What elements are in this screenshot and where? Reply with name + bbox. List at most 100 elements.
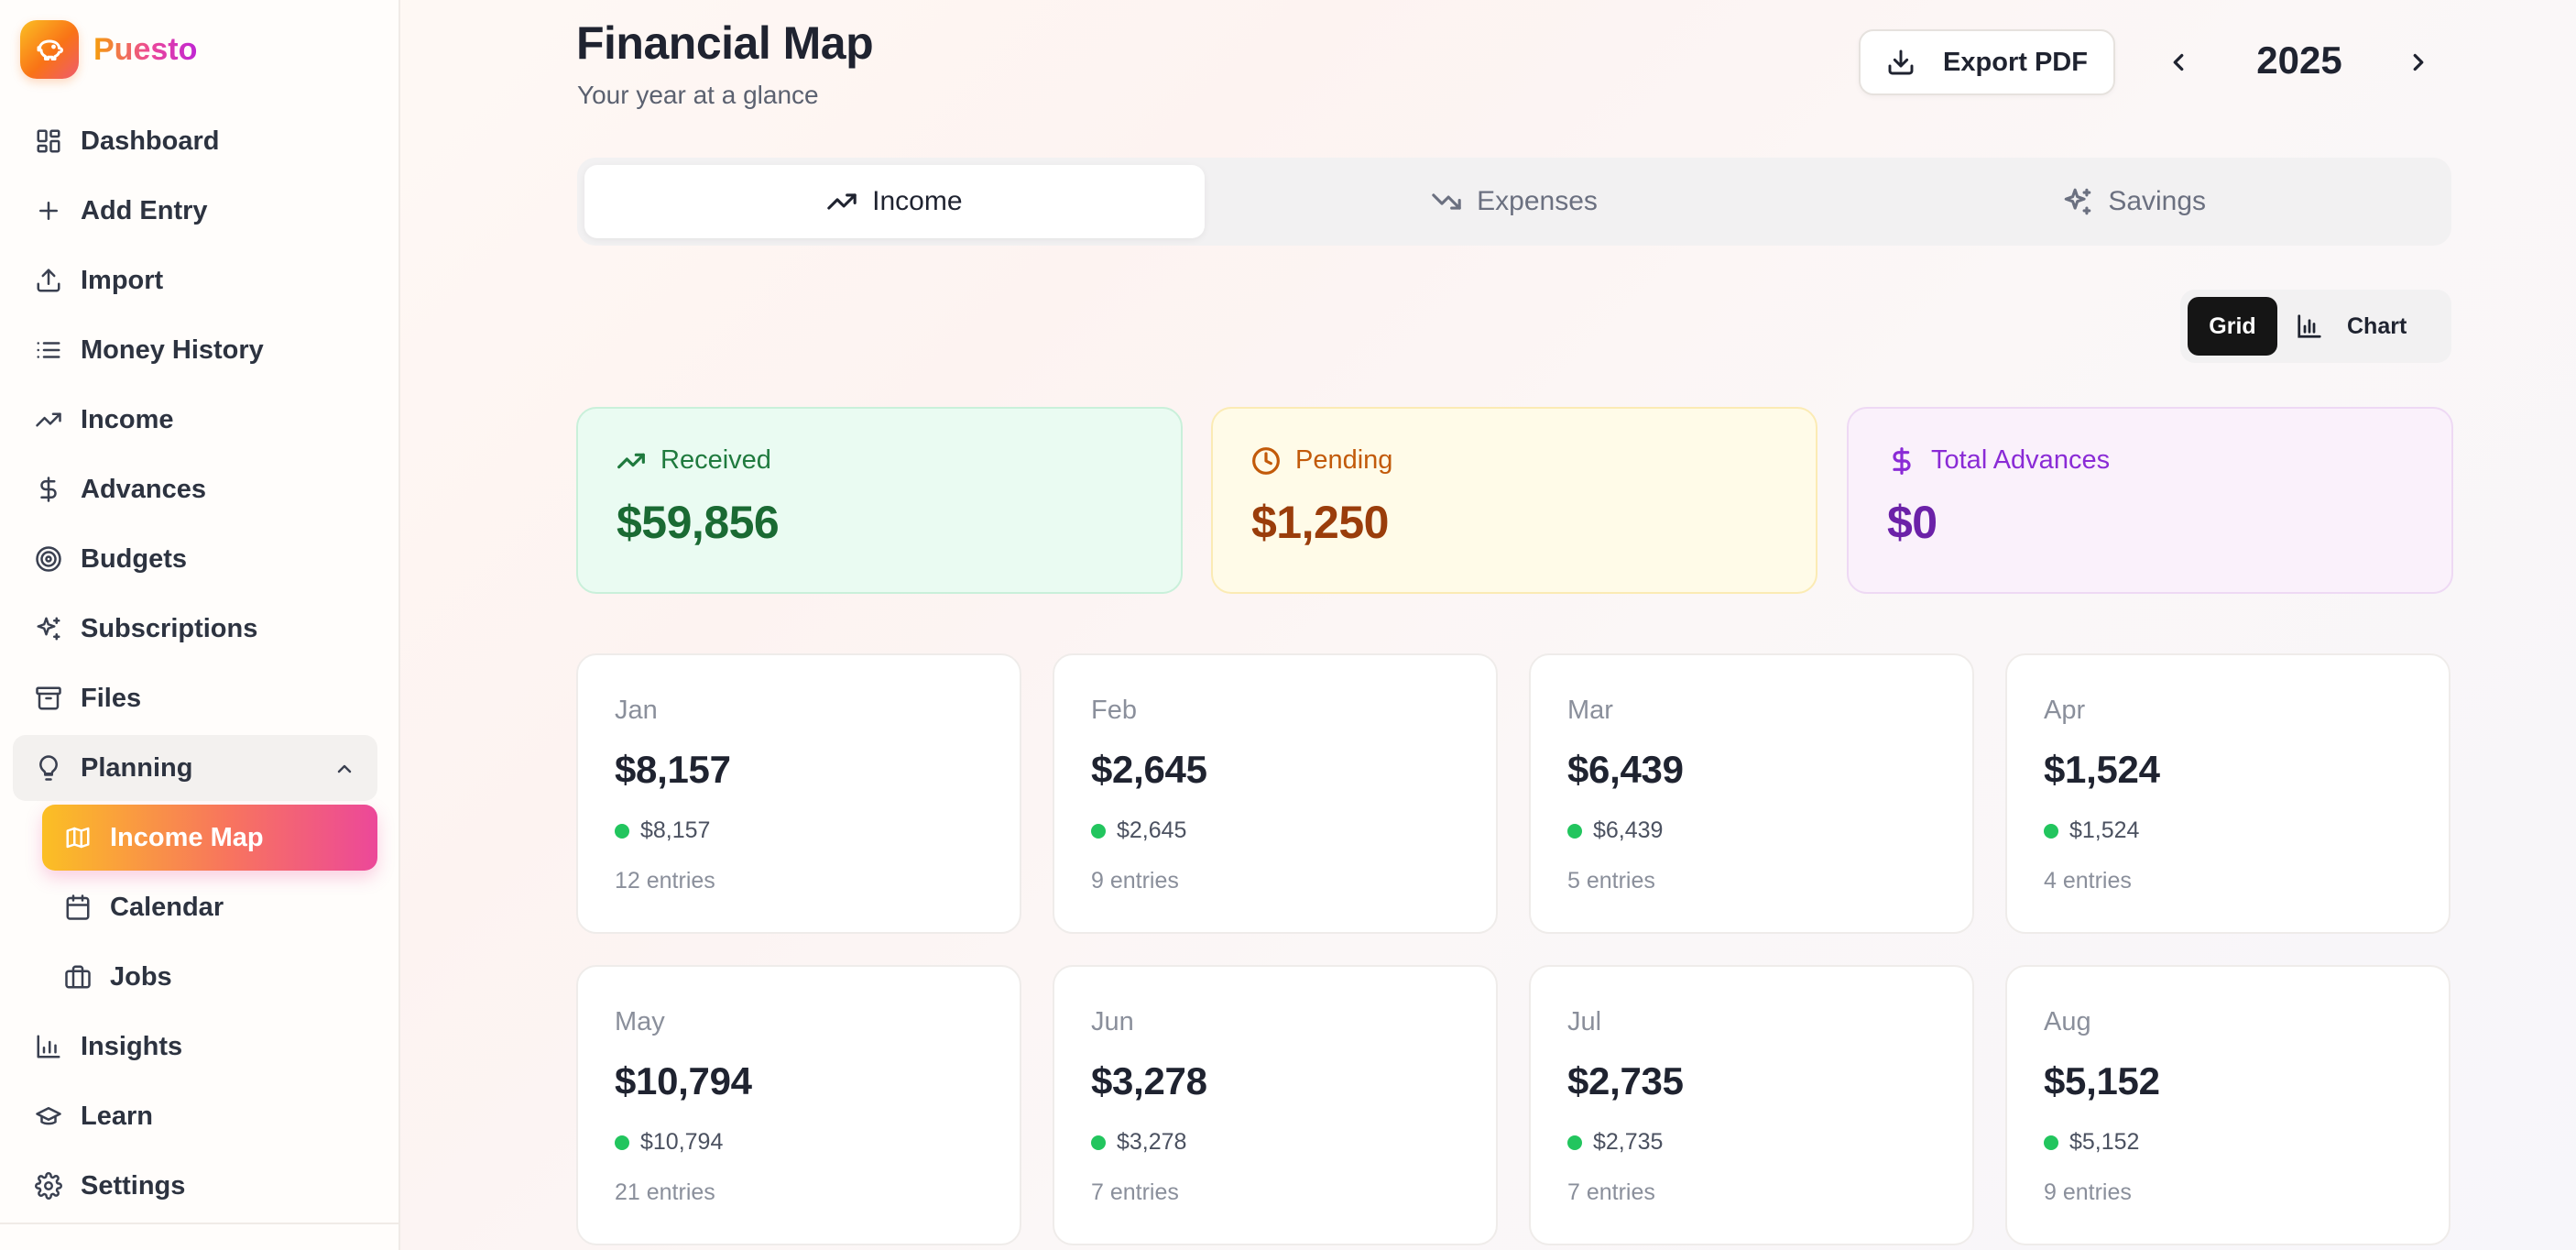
pending-value: $1,250 — [1251, 497, 1389, 548]
sidebar-item-label: Advances — [81, 474, 207, 504]
received-summary-card: Received $59,856 — [576, 407, 1183, 594]
month-total: $1,524 — [2044, 748, 2160, 791]
sparkles-icon — [2065, 188, 2091, 215]
sidebar-item-label: Settings — [81, 1170, 186, 1201]
entry-count: 21 entries — [615, 1179, 715, 1205]
plus-icon — [35, 197, 62, 225]
sidebar-item-income[interactable]: Income — [13, 387, 377, 453]
chevron-right-icon — [2413, 53, 2424, 71]
received-row: $8,157 — [615, 817, 983, 844]
month-card-may[interactable]: May $10,794 $10,794 21 entries — [576, 965, 1021, 1245]
month-card-aug[interactable]: Aug $5,152 $5,152 9 entries — [2005, 965, 2450, 1245]
dollar-icon — [1893, 446, 1911, 475]
sidebar-item-label: Jobs — [110, 961, 172, 992]
month-total: $2,735 — [1567, 1059, 1684, 1102]
sidebar-item-label: Insights — [81, 1031, 183, 1061]
month-card-apr[interactable]: Apr $1,524 $1,524 4 entries — [2005, 653, 2450, 934]
received-amount: $5,152 — [2069, 1129, 2140, 1155]
sidebar-item-label: Income Map — [110, 822, 264, 852]
sidebar-item-budgets[interactable]: Budgets — [13, 526, 377, 592]
graduation-cap-icon — [35, 1102, 62, 1130]
archive-icon — [35, 685, 62, 712]
sidebar-item-label: Files — [81, 683, 142, 713]
trending-up-icon — [827, 193, 857, 210]
previous-year-button[interactable] — [2158, 42, 2199, 82]
month-name: Aug — [2044, 1007, 2091, 1036]
sidebar-item-advances[interactable]: Advances — [13, 456, 377, 522]
tab-expenses[interactable]: Expenses — [1205, 165, 1825, 238]
dollar-icon — [35, 476, 62, 503]
month-name: Jan — [615, 696, 658, 725]
sidebar-item-settings[interactable]: Settings — [13, 1153, 377, 1219]
entry-count: 12 entries — [615, 868, 715, 894]
received-row: $5,152 — [2044, 1129, 2412, 1156]
month-card-jul[interactable]: Jul $2,735 $2,735 7 entries — [1529, 965, 1974, 1245]
sidebar-item-calendar[interactable]: Calendar — [42, 874, 377, 940]
sidebar-item-money-history[interactable]: Money History — [13, 317, 377, 383]
month-card-jun[interactable]: Jun $3,278 $3,278 7 entries — [1053, 965, 1498, 1245]
brand-name: Puesto — [93, 31, 198, 67]
advances-label: Total Advances — [1931, 445, 2111, 475]
sidebar-group-planning[interactable]: Planning — [13, 735, 377, 801]
sidebar-item-dashboard[interactable]: Dashboard — [13, 108, 377, 174]
chevron-up-icon[interactable] — [333, 757, 355, 779]
tab-label: Savings — [2108, 186, 2207, 216]
sidebar-item-label: Budgets — [81, 543, 187, 574]
received-dot — [615, 1135, 629, 1150]
received-dot — [615, 823, 629, 839]
year-label: 2025 — [2256, 38, 2342, 82]
sidebar-item-label: Planning — [81, 752, 193, 783]
received-label: Received — [660, 445, 771, 475]
sidebar-item-add-entry[interactable]: Add Entry — [13, 178, 377, 244]
bar-chart-icon — [35, 1033, 62, 1060]
view-toggle: Grid Chart — [2180, 290, 2451, 363]
month-name: May — [615, 1007, 665, 1036]
export-pdf-button[interactable]: Export PDF — [1859, 29, 2115, 95]
dashboard-icon — [35, 127, 62, 155]
received-row: $2,735 — [1567, 1129, 1936, 1156]
sidebar-item-subscriptions[interactable]: Subscriptions — [13, 596, 377, 662]
trending-up-icon — [35, 406, 62, 433]
tab-income[interactable]: Income — [584, 165, 1205, 238]
month-card-mar[interactable]: Mar $6,439 $6,439 5 entries — [1529, 653, 1974, 934]
pending-summary-card: Pending $1,250 — [1211, 407, 1817, 594]
received-dot — [1091, 823, 1106, 839]
grid-view-button[interactable]: Grid — [2188, 297, 2277, 356]
sidebar-item-jobs[interactable]: Jobs — [42, 944, 377, 1010]
sidebar-item-label: Import — [81, 265, 164, 295]
entry-count: 4 entries — [2044, 868, 2132, 894]
sidebar-item-insights[interactable]: Insights — [13, 1014, 377, 1080]
sidebar-item-label: Money History — [81, 334, 264, 365]
list-icon — [35, 336, 62, 364]
month-card-feb[interactable]: Feb $2,645 $2,645 9 entries — [1053, 653, 1498, 934]
received-amount: $2,735 — [1593, 1129, 1664, 1155]
received-label-row: Received — [617, 445, 1142, 476]
month-total: $5,152 — [2044, 1059, 2160, 1102]
month-total: $3,278 — [1091, 1059, 1207, 1102]
sidebar-nav: Dashboard Add Entry Import Money History… — [13, 108, 377, 1223]
entry-count: 7 entries — [1091, 1179, 1179, 1205]
entry-count: 9 entries — [1091, 868, 1179, 894]
received-row: $6,439 — [1567, 817, 1936, 844]
sidebar-item-label: Dashboard — [81, 126, 220, 156]
month-card-jan[interactable]: Jan $8,157 $8,157 12 entries — [576, 653, 1021, 934]
tab-label: Income — [872, 186, 963, 216]
divider — [0, 1223, 400, 1224]
sidebar-item-income-map[interactable]: Income Map — [42, 805, 377, 871]
sidebar-item-learn[interactable]: Learn — [13, 1083, 377, 1149]
chart-view-button[interactable]: Chart — [2296, 312, 2407, 340]
pending-label-row: Pending — [1251, 445, 1777, 476]
received-row: $1,524 — [2044, 817, 2412, 844]
received-row: $2,645 — [1091, 817, 1459, 844]
trending-up-icon — [617, 453, 645, 468]
entry-count: 9 entries — [2044, 1179, 2132, 1205]
sidebar-item-files[interactable]: Files — [13, 665, 377, 731]
brand[interactable]: Puesto — [20, 20, 197, 79]
received-dot — [1567, 823, 1582, 839]
next-year-button[interactable] — [2398, 42, 2439, 82]
tab-savings[interactable]: Savings — [1824, 165, 2444, 238]
received-dot — [1091, 1135, 1106, 1150]
bar-chart-icon — [2298, 314, 2321, 338]
sidebar-item-import[interactable]: Import — [13, 247, 377, 313]
page-subtitle: Your year at a glance — [577, 81, 819, 109]
